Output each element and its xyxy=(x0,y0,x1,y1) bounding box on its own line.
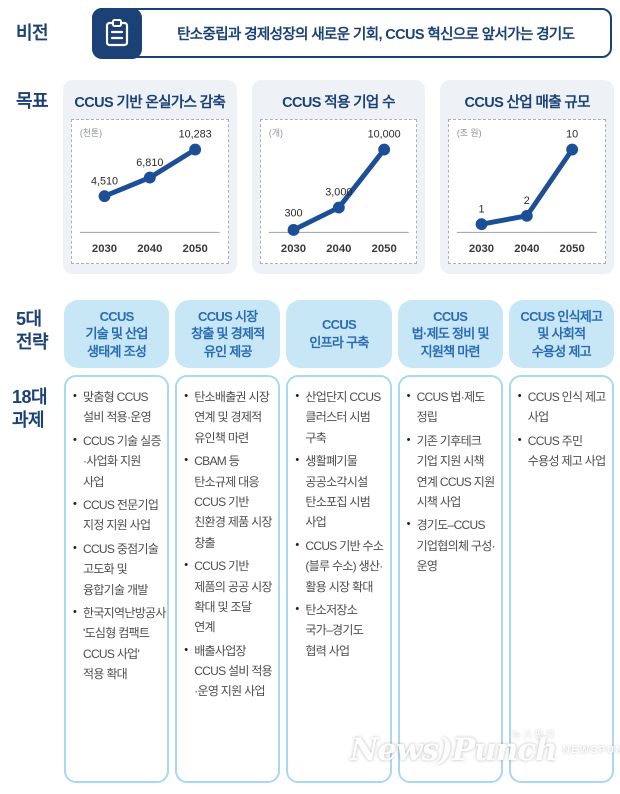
task-item: CCUS 기반 제품의 공공 시장 확대 및 조달 연계 xyxy=(184,556,273,638)
svg-text:4,510: 4,510 xyxy=(91,175,118,187)
svg-text:10,283: 10,283 xyxy=(179,129,212,141)
task-item: 맞춤형 CCUS 설비 적용·운영 xyxy=(73,387,162,428)
task-list-market: 탄소배출권 시장 연계 및 경제적 유인책 마련CBAM 등 탄소규제 대응 C… xyxy=(175,375,281,783)
task-item: 생활폐기물 공공소각시설 탄소포집 시범 사업 xyxy=(295,451,384,533)
svg-text:2040: 2040 xyxy=(137,243,162,255)
strategy-header-awareness: CCUS 인식제고 및 사회적 수용성 제고 xyxy=(508,300,614,368)
svg-text:2030: 2030 xyxy=(92,243,117,255)
svg-text:2030: 2030 xyxy=(281,243,306,255)
task-item: 산업단지 CCUS 클러스터 시범 구축 xyxy=(295,387,384,448)
vision-text: 탄소중립과 경제성장의 새로운 기회, CCUS 혁신으로 앞서가는 경기도 xyxy=(177,26,575,43)
task-item: 한국지역난방공사 '도심형 컴팩트 CCUS 사업' 적용 확대 xyxy=(73,603,166,685)
task-item: CCUS 기반 수소(블루 수소) 생산·활용 시장 확대 xyxy=(295,536,384,597)
clipboard-icon xyxy=(91,7,142,59)
task-item: 배출사업장 CCUS 설비 적용·운영 지원 사업 xyxy=(184,641,273,702)
task-item: 탄소배출권 시장 연계 및 경제적 유인책 마련 xyxy=(184,387,273,448)
task-item: 기존 기후테크 기업 지원 시책 연계 CCUS 지원 시책 사업 xyxy=(407,431,496,513)
task-item: CCUS 기술 실증·사업화 지원 사업 xyxy=(73,431,162,492)
task-list-ecosystem: 맞춤형 CCUS 설비 적용·운영CCUS 기술 실증·사업화 지원 사업CCU… xyxy=(64,375,170,783)
strategy-header-market: CCUS 시장 창출 및 경제적 유인 제공 xyxy=(175,300,281,368)
task-list-legal: CCUS 법·제도 정립기존 기후테크 기업 지원 시책 연계 CCUS 지원 … xyxy=(397,375,503,783)
task-item: CCUS 주민 수용성 제고 사업 xyxy=(518,431,607,472)
svg-text:1: 1 xyxy=(479,203,485,215)
svg-text:2050: 2050 xyxy=(183,243,208,255)
goal-cards: CCUS 기반 온실가스 감축 (천톤) 4,510 6,810 10,283 2030… xyxy=(63,80,615,274)
task-list-infra: 산업단지 CCUS 클러스터 시범 구축생활폐기물 공공소각시설 탄소포집 시범… xyxy=(286,375,392,783)
tasks-label: 18대 과제 xyxy=(12,387,48,431)
svg-text:(조 원): (조 원) xyxy=(457,128,482,138)
svg-text:6,810: 6,810 xyxy=(136,157,163,169)
strategy-header-ecosystem: CCUS 기술 및 산업 생태계 조성 xyxy=(64,300,170,368)
svg-text:300: 300 xyxy=(284,208,302,220)
goal-card-revenue: CCUS 산업 매출 규모 (조 원) 1 2 10 2030 2040 2050 xyxy=(440,80,615,274)
vision-banner: 탄소중립과 경제성장의 새로운 기회, CCUS 혁신으로 앞서가는 경기도 xyxy=(91,7,612,59)
line-chart-revenue: (조 원) 1 2 10 2030 2040 2050 xyxy=(448,119,607,264)
goal-card-emissions: CCUS 기반 온실가스 감축 (천톤) 4,510 6,810 10,283 2030… xyxy=(63,80,237,274)
strategies-label: 5대 전략 xyxy=(16,309,49,353)
strategy-headers: CCUS 기술 및 산업 생태계 조성 CCUS 시장 창출 및 경제적 유인 … xyxy=(64,300,614,368)
svg-text:3,000: 3,000 xyxy=(325,187,352,199)
strategy-header-legal: CCUS 법·제도 정비 및 지원책 마련 xyxy=(397,300,503,368)
task-item: CCUS 중점기술 고도화 및 융합기술 개발 xyxy=(73,539,162,600)
goal-chart-title: CCUS 산업 매출 규모 xyxy=(464,95,590,111)
task-item: CCUS 인식 제고 사업 xyxy=(518,387,607,428)
task-item: 탄소저장소 국가–경기도 협력 사업 xyxy=(295,600,384,661)
svg-text:2040: 2040 xyxy=(515,243,540,255)
svg-text:2050: 2050 xyxy=(371,243,396,255)
line-chart-companies: (개) 300 3,000 10,000 2030 2040 2050 xyxy=(259,119,418,264)
goal-card-companies: CCUS 적용 기업 수 (개) 300 3,000 10,000 2030 2040 20… xyxy=(251,80,426,274)
goal-chart-title: CCUS 적용 기업 수 xyxy=(282,95,395,111)
line-chart-emissions: (천톤) 4,510 6,810 10,283 2030 2040 2050 xyxy=(71,119,229,264)
svg-text:2030: 2030 xyxy=(469,243,494,255)
task-item: CCUS 법·제도 정립 xyxy=(407,387,496,428)
strategy-header-infra: CCUS 인프라 구축 xyxy=(286,300,392,368)
goals-label: 목표 xyxy=(16,91,49,111)
task-list-awareness: CCUS 인식 제고 사업CCUS 주민 수용성 제고 사업 xyxy=(508,375,614,783)
task-item: 경기도–CCUS 기업협의체 구성·운영 xyxy=(407,515,496,576)
svg-text:2: 2 xyxy=(524,195,530,207)
vision-label: 비전 xyxy=(16,23,49,43)
svg-text:(천톤): (천톤) xyxy=(80,128,102,138)
svg-text:10: 10 xyxy=(566,129,578,141)
task-item: CCUS 전문기업 지정 지원 사업 xyxy=(73,495,162,536)
goal-chart-title: CCUS 기반 온실가스 감축 xyxy=(74,95,226,111)
task-columns: 맞춤형 CCUS 설비 적용·운영CCUS 기술 실증·사업화 지원 사업CCU… xyxy=(64,375,614,783)
svg-text:2050: 2050 xyxy=(560,243,585,255)
task-item: CBAM 등 탄소규제 대응 CCUS 기반 친환경 제품 시장 창출 xyxy=(184,451,273,553)
svg-text:2040: 2040 xyxy=(326,243,351,255)
svg-text:10,000: 10,000 xyxy=(367,129,400,141)
svg-text:(개): (개) xyxy=(269,128,283,138)
